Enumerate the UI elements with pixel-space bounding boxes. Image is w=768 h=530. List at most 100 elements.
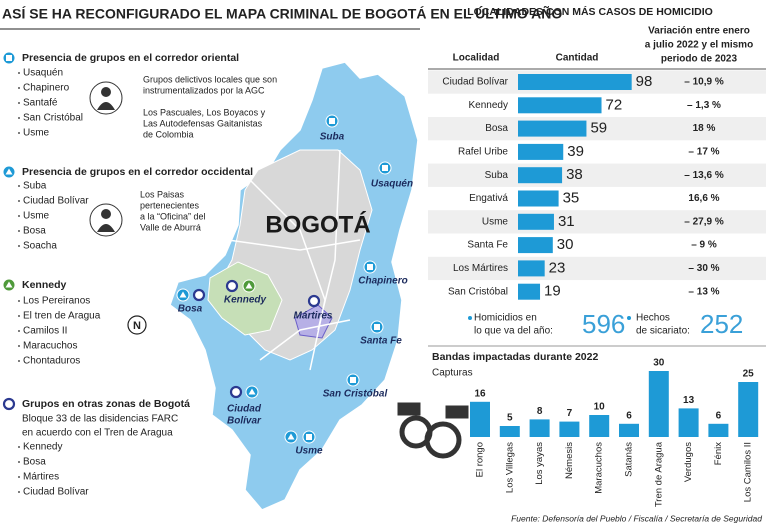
group-item: Los Pereiranos bbox=[23, 296, 90, 307]
value-label: 98 bbox=[636, 73, 653, 90]
category-label: Suba bbox=[485, 170, 509, 181]
column-header: Localidad bbox=[453, 53, 500, 64]
variation-label: – 13,6 % bbox=[684, 170, 724, 181]
category-label: Santa Fe bbox=[467, 240, 508, 251]
group-item: Ciudad Bolívar bbox=[23, 487, 89, 498]
variation-label: – 17 % bbox=[688, 147, 719, 158]
chart-title: Bandas impactadas durante 2022 bbox=[432, 351, 598, 363]
group-item: Santafé bbox=[23, 98, 58, 109]
category-label: Némesis bbox=[564, 442, 575, 479]
map-label: San Cristóbal bbox=[323, 389, 388, 400]
category-label: Los yayas bbox=[534, 442, 545, 485]
value-label: 25 bbox=[743, 369, 755, 380]
map-label: Mártires bbox=[294, 311, 333, 322]
compass bbox=[127, 315, 147, 335]
bar bbox=[499, 426, 520, 437]
variation-label: – 10,9 % bbox=[684, 77, 724, 88]
category-label: Los Villegas bbox=[504, 442, 515, 493]
bar bbox=[470, 401, 490, 437]
group-note: de Colombia bbox=[143, 129, 194, 139]
person-icon bbox=[89, 203, 123, 237]
value-label: 7 bbox=[567, 408, 573, 419]
category-label: Tren de Aragua bbox=[653, 441, 664, 507]
category-label: Los Camilos II bbox=[743, 442, 754, 502]
bullet bbox=[18, 200, 20, 202]
chart-title: LOCALIDADES CON MÁS CASOS DE HOMICIDIO bbox=[467, 5, 713, 18]
variation-label: – 30 % bbox=[688, 263, 719, 274]
variation-label: – 9 % bbox=[691, 240, 717, 251]
group-heading: Presencia de grupos en el corredor occid… bbox=[22, 166, 253, 178]
category-label: San Cristóbal bbox=[448, 286, 508, 297]
group-item: Chapinero bbox=[23, 83, 70, 94]
group-note: Grupos delictivos locales que son bbox=[143, 74, 277, 84]
category-label: Bosa bbox=[485, 123, 508, 134]
main-title: ASÍ SE HA RECONFIGURADO EL MAPA CRIMINAL… bbox=[2, 5, 562, 22]
variation-label: – 13 % bbox=[688, 286, 719, 297]
bullet bbox=[18, 345, 20, 347]
group-note: Los Paisas bbox=[140, 189, 185, 199]
bar bbox=[559, 421, 580, 437]
bar bbox=[619, 423, 639, 437]
category-label: Maracuchos bbox=[594, 442, 605, 494]
map-label: Usaquén bbox=[371, 179, 413, 190]
bullet bbox=[18, 491, 20, 493]
icon-triangle bbox=[5, 168, 13, 175]
value-label: 5 bbox=[507, 413, 513, 424]
bullet bbox=[18, 446, 20, 448]
category-label: Los Mártires bbox=[453, 263, 508, 274]
bullet bbox=[18, 330, 20, 332]
bar bbox=[518, 190, 559, 207]
axis-label: Capturas bbox=[432, 368, 473, 379]
bar bbox=[708, 423, 729, 437]
group-item: Chontaduros bbox=[23, 356, 80, 367]
total-label: de sicariato: bbox=[636, 326, 690, 337]
icon-square bbox=[306, 434, 312, 440]
total-value: 252 bbox=[700, 309, 743, 339]
icon-square bbox=[6, 55, 12, 61]
group-item: Bosa bbox=[23, 226, 46, 237]
total-label: Homicidios en bbox=[474, 313, 537, 324]
map-label: Usme bbox=[295, 446, 323, 457]
value-label: 72 bbox=[606, 96, 623, 113]
category-label: Satanás bbox=[624, 442, 635, 477]
bar bbox=[518, 167, 563, 184]
icon-triangle bbox=[248, 388, 256, 395]
total-value: 596 bbox=[582, 309, 625, 339]
group-description: en acuerdo con el Tren de Aragua bbox=[22, 428, 173, 439]
group-heading: Grupos en otras zonas de Bogotá bbox=[22, 398, 190, 410]
bullet bbox=[18, 230, 20, 232]
value-label: 16 bbox=[474, 388, 486, 399]
icon-triangle bbox=[245, 282, 253, 289]
value-label: 39 bbox=[567, 143, 584, 160]
map-road bbox=[227, 149, 361, 371]
bullet bbox=[18, 315, 20, 317]
bar bbox=[518, 143, 564, 160]
bullet bbox=[18, 461, 20, 463]
icon bbox=[2, 397, 16, 411]
map-label: Chapinero bbox=[358, 276, 407, 287]
person-icon bbox=[89, 81, 123, 115]
group-note: pertenecientes bbox=[140, 200, 200, 210]
total-label: lo que va del año: bbox=[474, 326, 553, 337]
person-icon bbox=[101, 87, 111, 97]
map-label: Suba bbox=[320, 132, 345, 143]
group-item: Bosa bbox=[23, 457, 46, 468]
group-note: a la “Oficina” del bbox=[140, 211, 206, 221]
value-label: 31 bbox=[558, 213, 575, 230]
icon-triangle bbox=[287, 433, 295, 440]
bullet bbox=[18, 87, 20, 89]
group-item: Camilos II bbox=[23, 326, 67, 337]
bar bbox=[589, 415, 610, 437]
row-band bbox=[428, 163, 766, 187]
group-item: Maracuchos bbox=[23, 341, 77, 352]
map bbox=[127, 61, 419, 511]
city-label: BOGOTÁ bbox=[265, 210, 370, 238]
value-label: 30 bbox=[653, 358, 665, 369]
map-label: Santa Fe bbox=[360, 336, 402, 347]
row-band bbox=[428, 210, 766, 234]
category-label: El rongo bbox=[475, 442, 486, 477]
value-label: 19 bbox=[544, 283, 561, 300]
bar bbox=[518, 120, 587, 137]
map-label: Kennedy bbox=[224, 295, 267, 306]
group-note: Valle de Aburrá bbox=[140, 222, 201, 232]
